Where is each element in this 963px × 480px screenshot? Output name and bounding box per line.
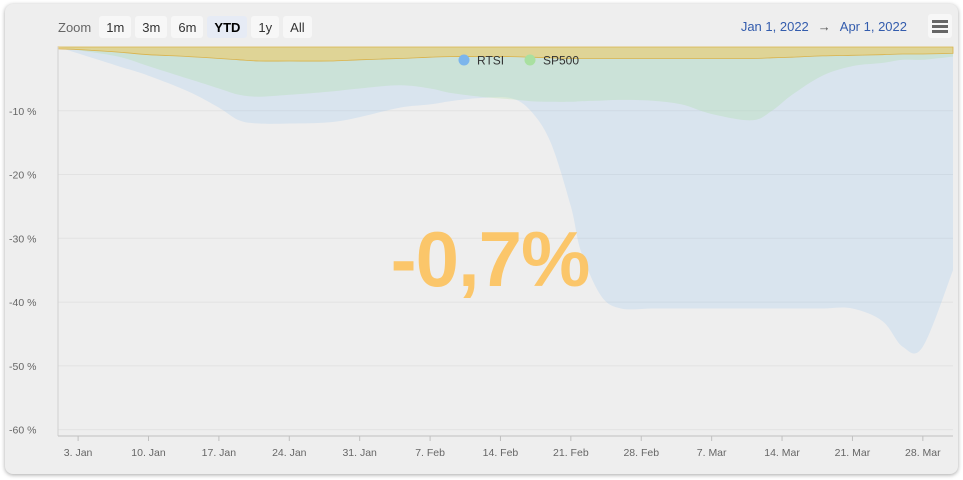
y-tick-label: -30 % — [9, 233, 36, 245]
x-tick-label: 31. Jan — [342, 447, 377, 459]
zoom-1y-button[interactable]: 1y — [251, 16, 280, 38]
range-from-date[interactable]: Jan 1, 2022 — [740, 19, 809, 34]
legend-label-sp500: SP500 — [543, 54, 579, 68]
band-area — [57, 46, 954, 62]
x-tick-label: 28. Feb — [623, 447, 659, 459]
legend-marker-rtsi — [458, 54, 470, 66]
chart-svg: -10 % -20 % -30 % -40 % -50 % -60 % 3. Jan 10. … — [9, 46, 954, 459]
headline-value: -0,7% — [390, 215, 591, 303]
x-tick-label: 3. Jan — [64, 447, 93, 459]
date-range: Jan 1, 2022 → Apr 1, 2022 — [741, 19, 907, 34]
range-to-date[interactable]: Apr 1, 2022 — [839, 19, 907, 34]
legend-label-rtsi: RTSI — [477, 54, 504, 68]
series-area-sp500 — [58, 47, 953, 121]
zoom-toolbar: Zoom 1m 3m 6m YTD 1y All — [58, 16, 312, 38]
x-tick-label: 28. Mar — [905, 447, 941, 459]
range-arrow-icon: → — [817, 19, 831, 34]
zoom-6m-button[interactable]: 6m — [171, 16, 204, 38]
x-tick-label: 10. Jan — [131, 447, 166, 459]
x-tick-label: 21. Feb — [553, 447, 589, 459]
x-tick-label: 24. Jan — [272, 447, 307, 459]
y-tick-label: -60 % — [9, 425, 36, 437]
x-tick-label: 17. Jan — [202, 447, 237, 459]
chart-card: Zoom 1m 3m 6m YTD 1y All Jan 1, 2022 → A… — [5, 4, 958, 474]
x-tick-label: 7. Mar — [697, 447, 727, 459]
y-tick-label: -40 % — [9, 297, 36, 309]
y-tick-label: -10 % — [9, 106, 36, 118]
x-tick-label: 14. Feb — [483, 447, 519, 459]
x-tick-label: 7. Feb — [415, 447, 445, 459]
x-tick-label: 21. Mar — [835, 447, 871, 459]
y-tick-label: -50 % — [9, 361, 36, 373]
series-area-rtsi — [58, 47, 953, 354]
legend-marker-sp500 — [524, 54, 536, 66]
zoom-1m-button[interactable]: 1m — [99, 16, 132, 38]
zoom-ytd-button[interactable]: YTD — [207, 16, 248, 38]
y-tick-label: -20 % — [9, 170, 36, 182]
zoom-all-button[interactable]: All — [283, 16, 312, 38]
zoom-label: Zoom — [58, 19, 92, 35]
hamburger-menu-icon[interactable] — [928, 14, 952, 38]
x-tick-label: 14. Mar — [764, 447, 800, 459]
zoom-3m-button[interactable]: 3m — [135, 16, 168, 38]
